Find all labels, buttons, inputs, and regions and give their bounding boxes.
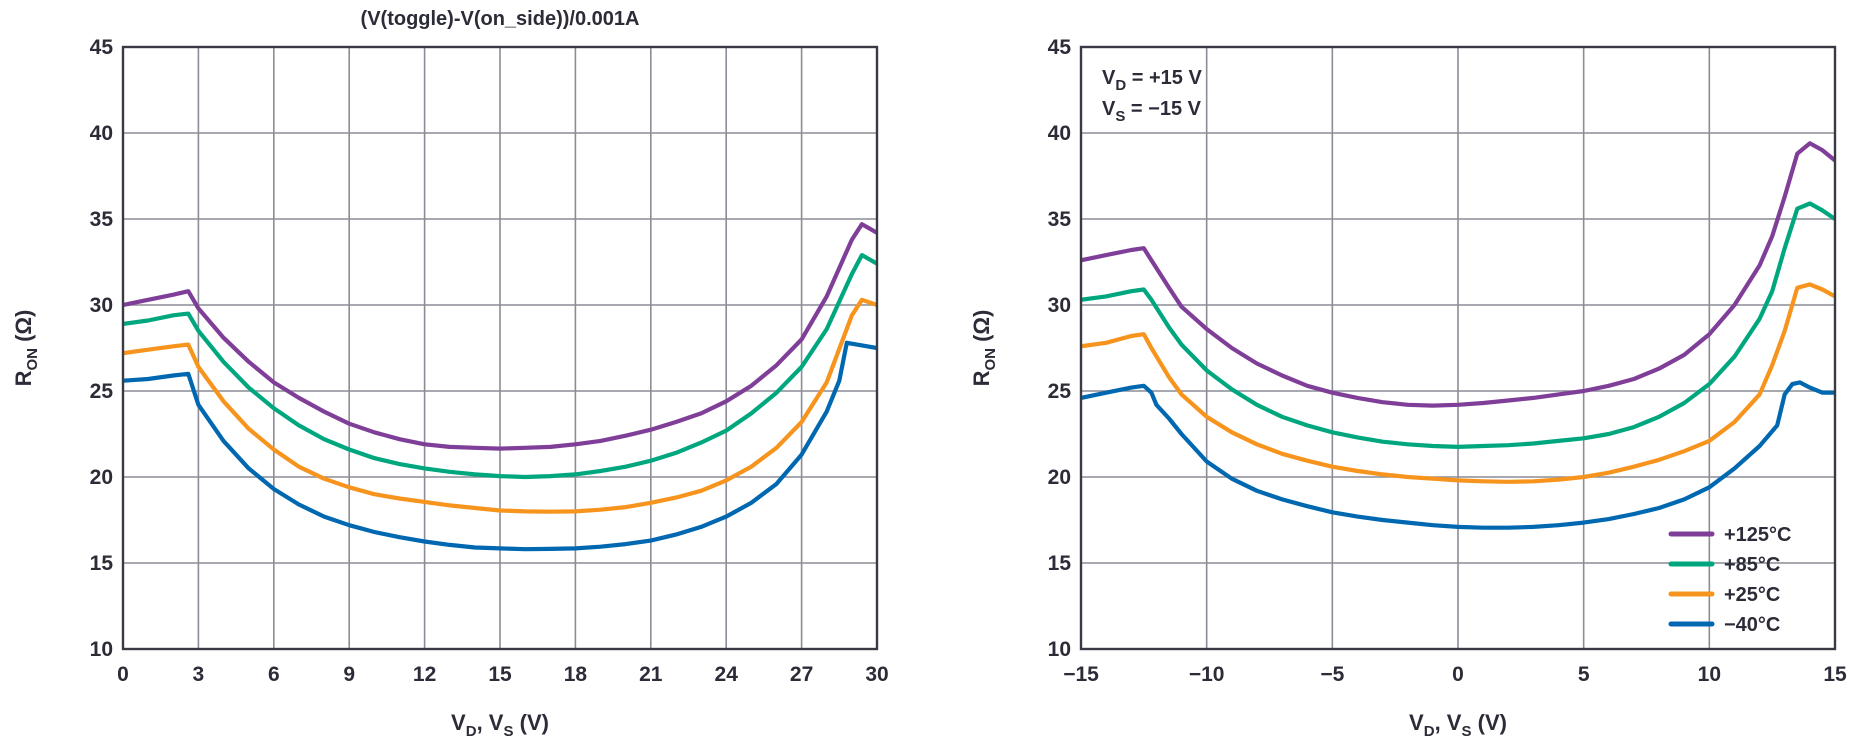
x-tick-label: 0 (1452, 663, 1464, 686)
x-tick-label: 18 (564, 663, 588, 686)
y-tick-label: 20 (1048, 466, 1071, 489)
series-line-2 (123, 253, 877, 480)
y-tick-label: 40 (90, 122, 113, 145)
x-axis-label: VD, VS (V) (451, 710, 549, 740)
x-tick-label: −15 (1063, 663, 1099, 686)
y-tick-label: 30 (90, 294, 113, 317)
x-tick-label: 24 (715, 663, 739, 686)
legend-label-2: +85°C (1724, 554, 1780, 576)
x-tick-label: 21 (639, 663, 663, 686)
series-line-2 (1081, 201, 1835, 449)
y-tick-label: 35 (1048, 208, 1072, 231)
series-line-3 (1081, 282, 1835, 484)
series-line-4 (1081, 380, 1835, 530)
plot-frame (1079, 45, 1837, 651)
legend-label-4: −40°C (1724, 614, 1780, 636)
annotation-line-1: VD = +15 V (1102, 67, 1202, 94)
y-tick-label: 15 (1048, 552, 1072, 575)
y-tick-label: 10 (1048, 638, 1071, 661)
x-tick-label: 0 (117, 663, 129, 686)
x-tick-label: 15 (488, 663, 512, 686)
x-tick-label: 3 (193, 663, 205, 686)
y-axis-label: RON (Ω) (11, 310, 41, 387)
chart-title: (V(toggle)-V(on_side))/0.001A (361, 8, 640, 30)
x-tick-label: 15 (1823, 663, 1847, 686)
x-tick-label: 10 (1698, 663, 1721, 686)
x-tick-label: 30 (865, 663, 888, 686)
y-tick-label: 25 (1048, 380, 1072, 403)
x-axis-label: VD, VS (V) (1409, 710, 1507, 740)
y-axis-label: RON (Ω) (969, 310, 999, 387)
series-line-3 (123, 297, 877, 514)
y-tick-label: 20 (90, 466, 113, 489)
annotation-line-2: VS = −15 V (1102, 98, 1202, 125)
y-tick-label: 25 (90, 380, 114, 403)
y-tick-label: 45 (90, 36, 114, 59)
x-tick-label: 6 (268, 663, 280, 686)
y-tick-label: 10 (90, 638, 113, 661)
legend-label-3: +25°C (1724, 584, 1780, 606)
y-tick-label: 40 (1048, 122, 1071, 145)
series-line-1 (1081, 141, 1835, 408)
series-line-4 (123, 340, 877, 552)
series-line-1 (123, 222, 877, 451)
chart-panel-2: −15 −10 −5 0 5 10 15 10 15 20 25 30 35 40 45 VD, VS (V)… (969, 36, 1847, 740)
plot-frame (121, 45, 879, 651)
x-tick-label: 5 (1578, 663, 1590, 686)
y-tick-label: 35 (90, 208, 114, 231)
x-tick-label: 9 (343, 663, 355, 686)
y-tick-label: 15 (90, 552, 114, 575)
legend-label-1: +125°C (1724, 524, 1792, 546)
chart-panel-1: 0 3 6 9 12 15 18 21 24 27 30 10 15 20 25 30 35 40 45 (V(tog… (11, 8, 889, 740)
y-tick-label: 45 (1048, 36, 1072, 59)
x-tick-label: 12 (413, 663, 436, 686)
x-tick-label: −10 (1189, 663, 1225, 686)
x-tick-label: 27 (790, 663, 813, 686)
x-tick-label: −5 (1320, 663, 1344, 686)
y-tick-label: 30 (1048, 294, 1071, 317)
